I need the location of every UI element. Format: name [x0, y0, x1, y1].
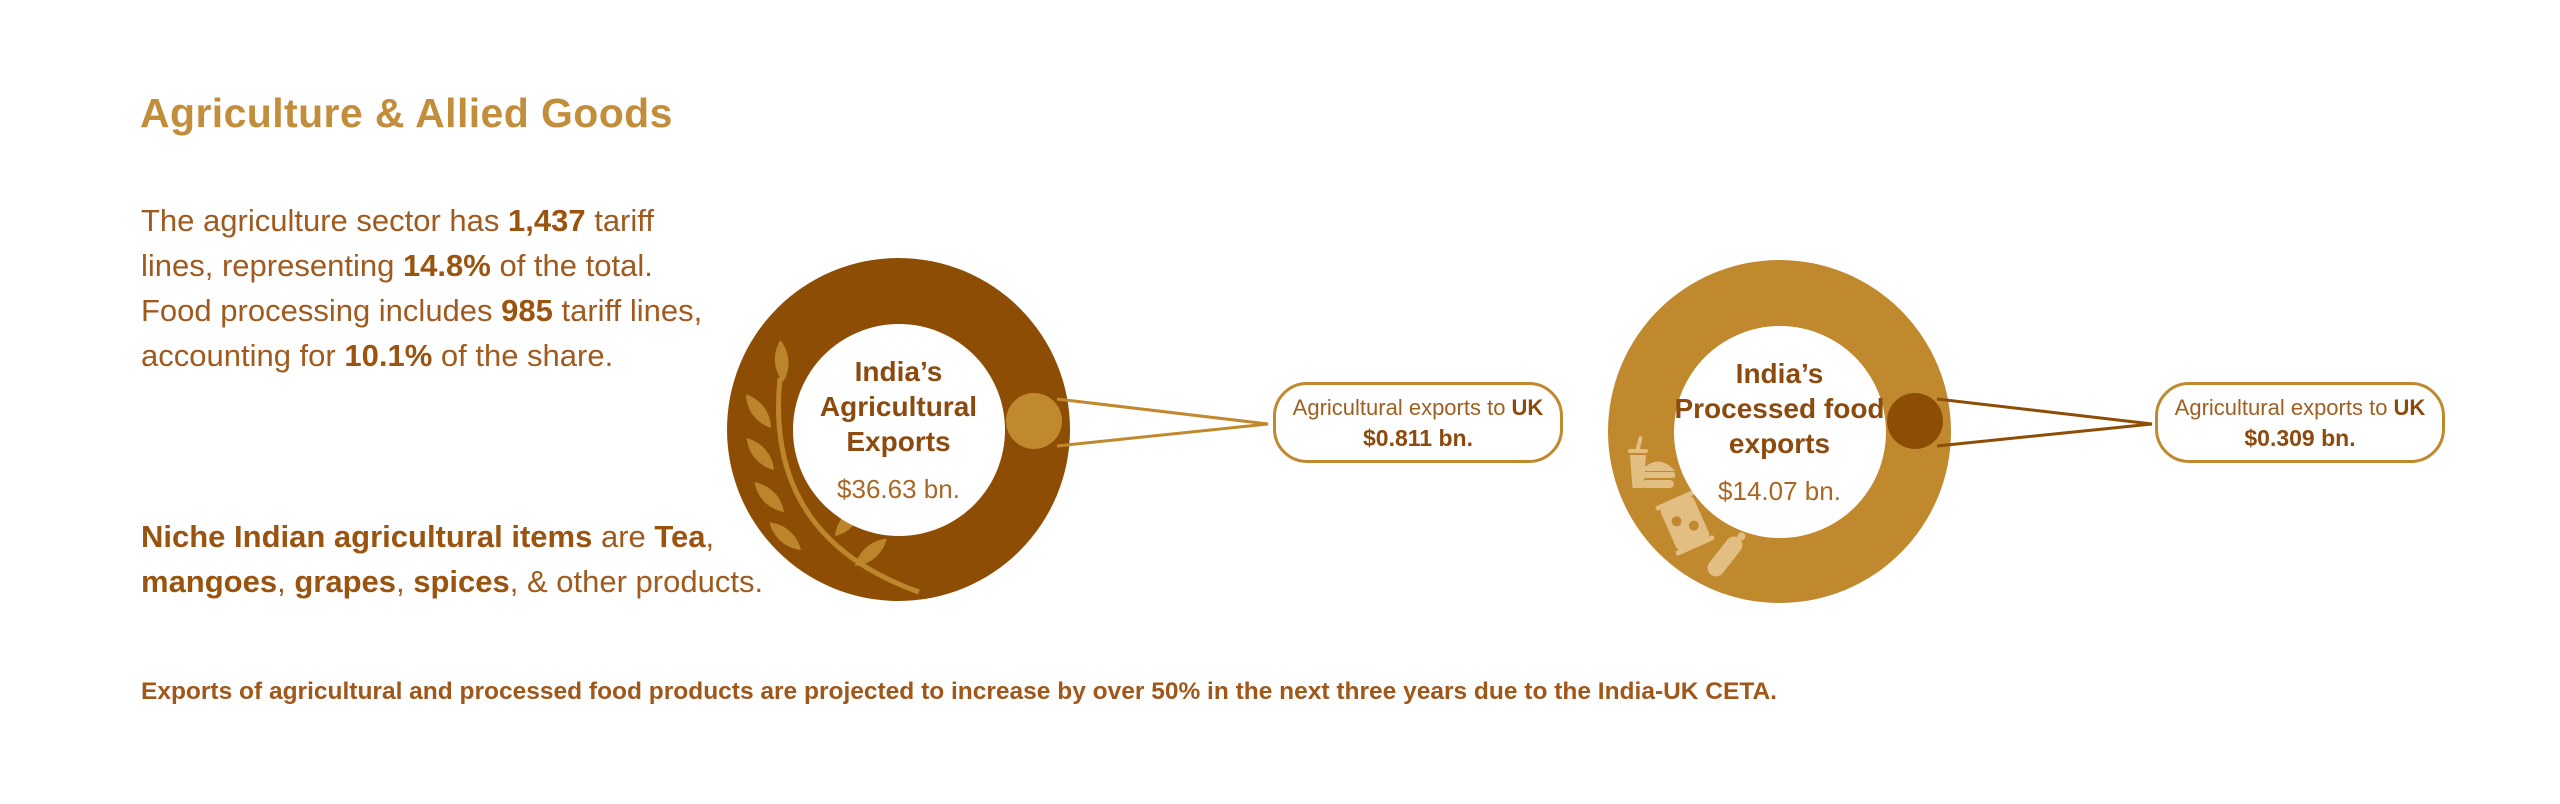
callout-value: $0.309 bn.	[2244, 424, 2356, 451]
callout-connector	[1936, 397, 2153, 448]
tariff-lines-paragraph: The agriculture sector has 1,437 tariff …	[141, 198, 726, 378]
uk-label: UK	[1511, 394, 1544, 420]
agricultural-uk-callout: Agricultural exports to UK $0.811 bn.	[1273, 382, 1563, 463]
uk-share-marker	[1006, 393, 1062, 449]
processed-food-donut-title: India’s Processed food exports	[1674, 358, 1885, 459]
callout-value: $0.811 bn.	[1363, 424, 1473, 451]
snack-packet-icon	[1655, 490, 1715, 556]
niche-items-sentence: Niche Indian agricultural items are Tea,…	[141, 519, 764, 599]
processed-food-icons	[1628, 436, 1746, 577]
callout-label: Agricultural exports to UK	[1292, 394, 1544, 420]
wheat-icon	[740, 339, 920, 595]
agricultural-exports-donut: India’s Agricultural Exports $36.63 bn.	[727, 258, 1070, 601]
agricultural-donut-value: $36.63 bn.	[837, 474, 960, 504]
tariff-share-percent: 14.8%	[402, 248, 491, 283]
food-share-percent: 10.1%	[344, 338, 433, 373]
tariff-lines-count: 1,437	[508, 203, 586, 238]
niche-item-mangoes: mangoes	[141, 564, 278, 599]
agricultural-donut-center: India’s Agricultural Exports $36.63 bn.	[792, 323, 1005, 536]
agricultural-donut-title: India’s Agricultural Exports	[819, 356, 978, 457]
uk-label: UK	[2393, 394, 2426, 420]
niche-items-paragraph: Niche Indian agricultural items are Tea,…	[141, 514, 781, 604]
processed-food-donut-value: $14.07 bn.	[1718, 476, 1841, 506]
uk-share-marker	[1887, 393, 1943, 449]
processed-food-donut-center: India’s Processed food exports $14.07 bn…	[1673, 325, 1886, 538]
callout-label: Agricultural exports to UK	[2174, 394, 2426, 420]
callout-connector	[1056, 397, 1269, 448]
niche-item-grapes: grapes	[294, 564, 397, 599]
page-title: Agriculture & Allied Goods	[140, 90, 673, 136]
agriculture-tariff-sentence: The agriculture sector has 1,437 tariff …	[141, 203, 654, 283]
processed-food-exports-donut: India’s Processed food exports $14.07 bn…	[1608, 260, 1951, 603]
projection-footnote: Exports of agricultural and processed fo…	[141, 678, 1777, 705]
niche-item-spices: spices	[413, 564, 510, 599]
sausage-icon	[1707, 532, 1746, 577]
food-processing-sentence: Food processing includes 985 tariff line…	[141, 293, 703, 373]
niche-item-tea: Tea	[654, 519, 706, 554]
food-tariff-lines-count: 985	[501, 293, 553, 328]
drink-and-burger-icon	[1628, 436, 1675, 488]
processed-food-uk-callout: Agricultural exports to UK $0.309 bn.	[2155, 382, 2445, 463]
